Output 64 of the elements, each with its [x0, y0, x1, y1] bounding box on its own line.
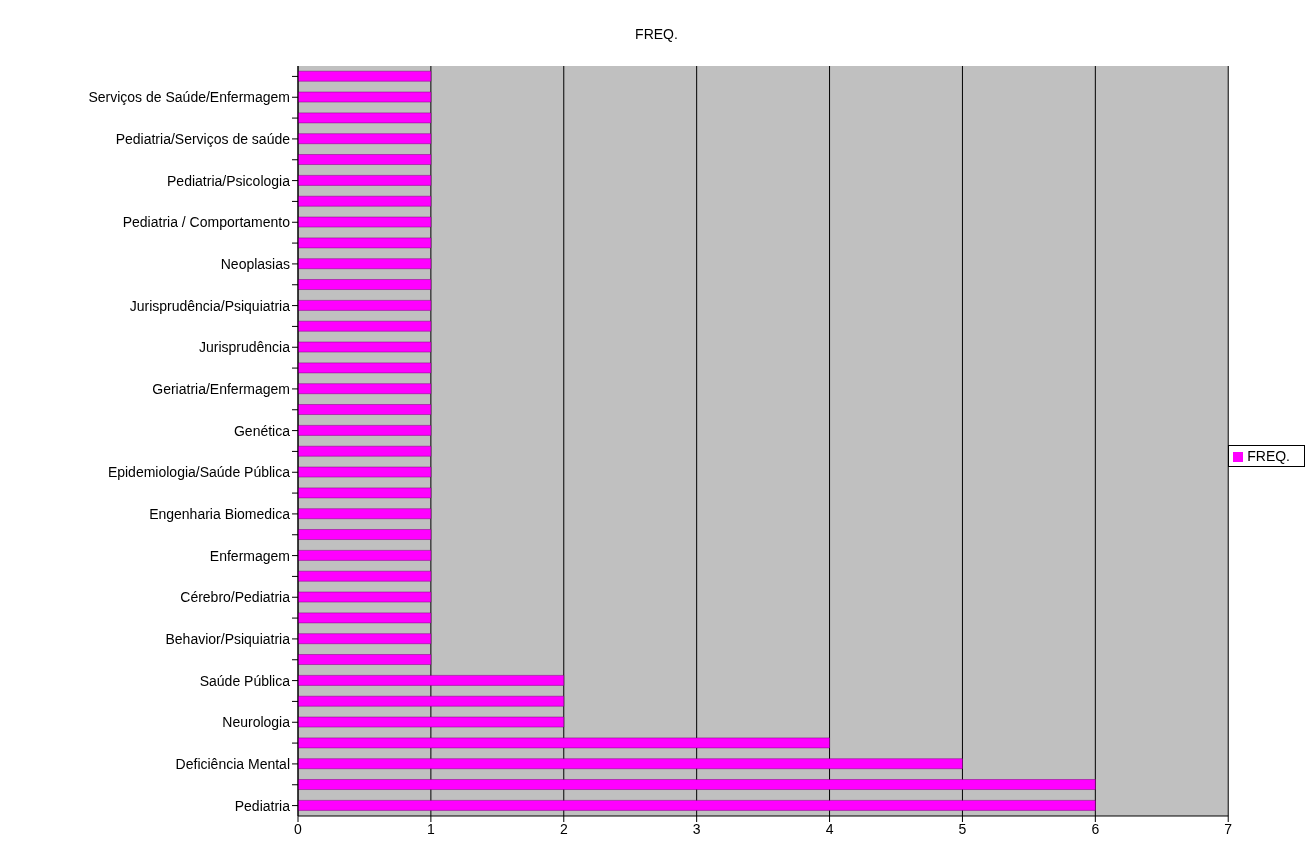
- bar: [298, 654, 432, 665]
- y-tick-label: Saúde Pública: [199, 672, 291, 689]
- y-tick-label: Enfermagem: [209, 547, 290, 564]
- bar: [298, 425, 432, 436]
- x-tick-label: 6: [1091, 820, 1100, 837]
- bar: [298, 779, 1096, 790]
- bar: [298, 258, 432, 269]
- bar: [298, 716, 565, 728]
- bar: [298, 591, 432, 603]
- bar: [298, 341, 432, 353]
- y-tick-label: Jurisprudência: [198, 339, 291, 356]
- y-tick-label: Pediatria: [234, 797, 291, 814]
- bar: [298, 154, 432, 165]
- bar: [298, 633, 432, 644]
- bar: [298, 112, 432, 124]
- legend-label: FREQ.: [1247, 448, 1290, 464]
- y-tick-label: Cérebro/Pediatria: [180, 589, 291, 606]
- y-tick-label: Engenharia Biomedica: [149, 505, 291, 522]
- bar: [298, 362, 432, 374]
- bar: [298, 279, 432, 290]
- bar: [298, 195, 432, 207]
- bar: [298, 300, 432, 311]
- x-tick-label: 5: [958, 820, 967, 837]
- y-tick-label: Pediatria/Serviços de saúde: [115, 130, 291, 147]
- bar: [298, 216, 432, 228]
- bar: [298, 237, 432, 249]
- y-tick-label: Deficiência Mental: [175, 755, 290, 772]
- y-tick-label: Behavior/Psiquiatria: [165, 630, 291, 647]
- bar: [298, 508, 432, 519]
- bar: [298, 133, 432, 144]
- bar: [298, 404, 432, 415]
- chart-title: FREQ.: [634, 25, 679, 44]
- bar: [298, 383, 432, 394]
- y-tick-label: Neurologia: [222, 714, 291, 731]
- bar: [298, 91, 432, 103]
- bar: [298, 466, 432, 478]
- bar: [298, 175, 432, 186]
- y-tick-label: Pediatria / Comportamento: [122, 214, 291, 231]
- bar: [298, 445, 432, 457]
- x-tick-label: 0: [294, 820, 303, 837]
- bar: [298, 487, 432, 499]
- bar: [298, 737, 830, 749]
- x-tick-label: 4: [825, 820, 834, 837]
- bar: [298, 758, 963, 769]
- x-tick-label: 3: [692, 820, 701, 837]
- bar: [298, 800, 1096, 811]
- bar: [298, 529, 432, 540]
- x-tick-label: 2: [559, 820, 568, 837]
- bar: [298, 570, 432, 582]
- bar: [298, 695, 565, 707]
- bar: [298, 320, 432, 332]
- y-tick-label: Serviços de Saúde/Enfermagem: [88, 89, 290, 106]
- y-tick-label: Geriatria/Enfermagem: [152, 380, 290, 397]
- y-tick-label: Epidemiologia/Saúde Pública: [107, 464, 291, 481]
- x-tick-label: 1: [426, 820, 435, 837]
- bar: [298, 612, 432, 624]
- y-tick-label: Jurisprudência/Psiquiatria: [129, 297, 291, 314]
- y-tick-label: Neoplasias: [220, 255, 290, 272]
- bar: [298, 550, 432, 561]
- bar: [298, 70, 432, 82]
- y-tick-label: Pediatria/Psicologia: [167, 172, 291, 189]
- x-tick-label: 7: [1224, 820, 1233, 837]
- bar: [298, 675, 565, 686]
- y-tick-label: Genética: [233, 422, 291, 439]
